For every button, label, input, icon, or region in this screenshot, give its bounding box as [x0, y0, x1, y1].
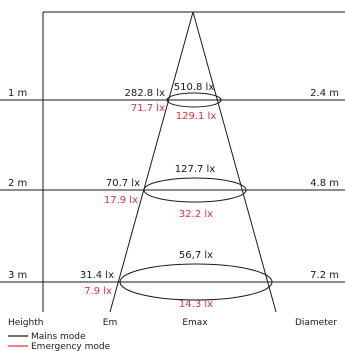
- beam-ellipse-3m: [119, 263, 273, 301]
- emax-emergency-1m: 129.1 lx: [176, 111, 217, 122]
- legend-label-emergency: Emergency mode: [31, 342, 111, 351]
- beam-ellipse-2m: [143, 177, 247, 203]
- emax-emergency-2m: 32.2 lx: [179, 209, 213, 220]
- height-label-2m: 2 m: [8, 178, 27, 189]
- cone-right-edge: [192, 11, 277, 313]
- height-label-1m: 1 m: [8, 88, 27, 99]
- em-mains-1m: 282.8 lx: [124, 88, 165, 99]
- em-mains-2m: 70.7 lx: [106, 178, 140, 189]
- emax-mains-3m: 56,7 lx: [179, 250, 213, 261]
- axis-label-heighth: Heighth: [8, 318, 43, 328]
- em-emergency-3m: 7.9 lx: [84, 286, 112, 297]
- em-emergency-2m: 17.9 lx: [104, 195, 138, 206]
- diameter-value-3m: 7.2 m: [310, 270, 339, 281]
- em-emergency-1m: 71.7 lx: [131, 103, 165, 114]
- axis-label-diameter: Diameter: [295, 318, 337, 328]
- cone-left-edge: [109, 11, 194, 313]
- diameter-value-2m: 4.8 m: [310, 178, 339, 189]
- em-mains-3m: 31.4 lx: [80, 270, 114, 281]
- axis-label-em: Em: [103, 318, 117, 328]
- height-label-3m: 3 m: [8, 270, 27, 281]
- legend-label-mains: Mains mode: [31, 332, 86, 342]
- emax-emergency-3m: 14.3 lx: [179, 299, 213, 310]
- emax-mains-2m: 127.7 lx: [175, 164, 216, 175]
- beam-ellipse-1m: [166, 92, 222, 108]
- axis-label-emax: Emax: [182, 318, 208, 328]
- diameter-value-1m: 2.4 m: [310, 88, 339, 99]
- emax-mains-1m: 510.8 lx: [174, 82, 215, 93]
